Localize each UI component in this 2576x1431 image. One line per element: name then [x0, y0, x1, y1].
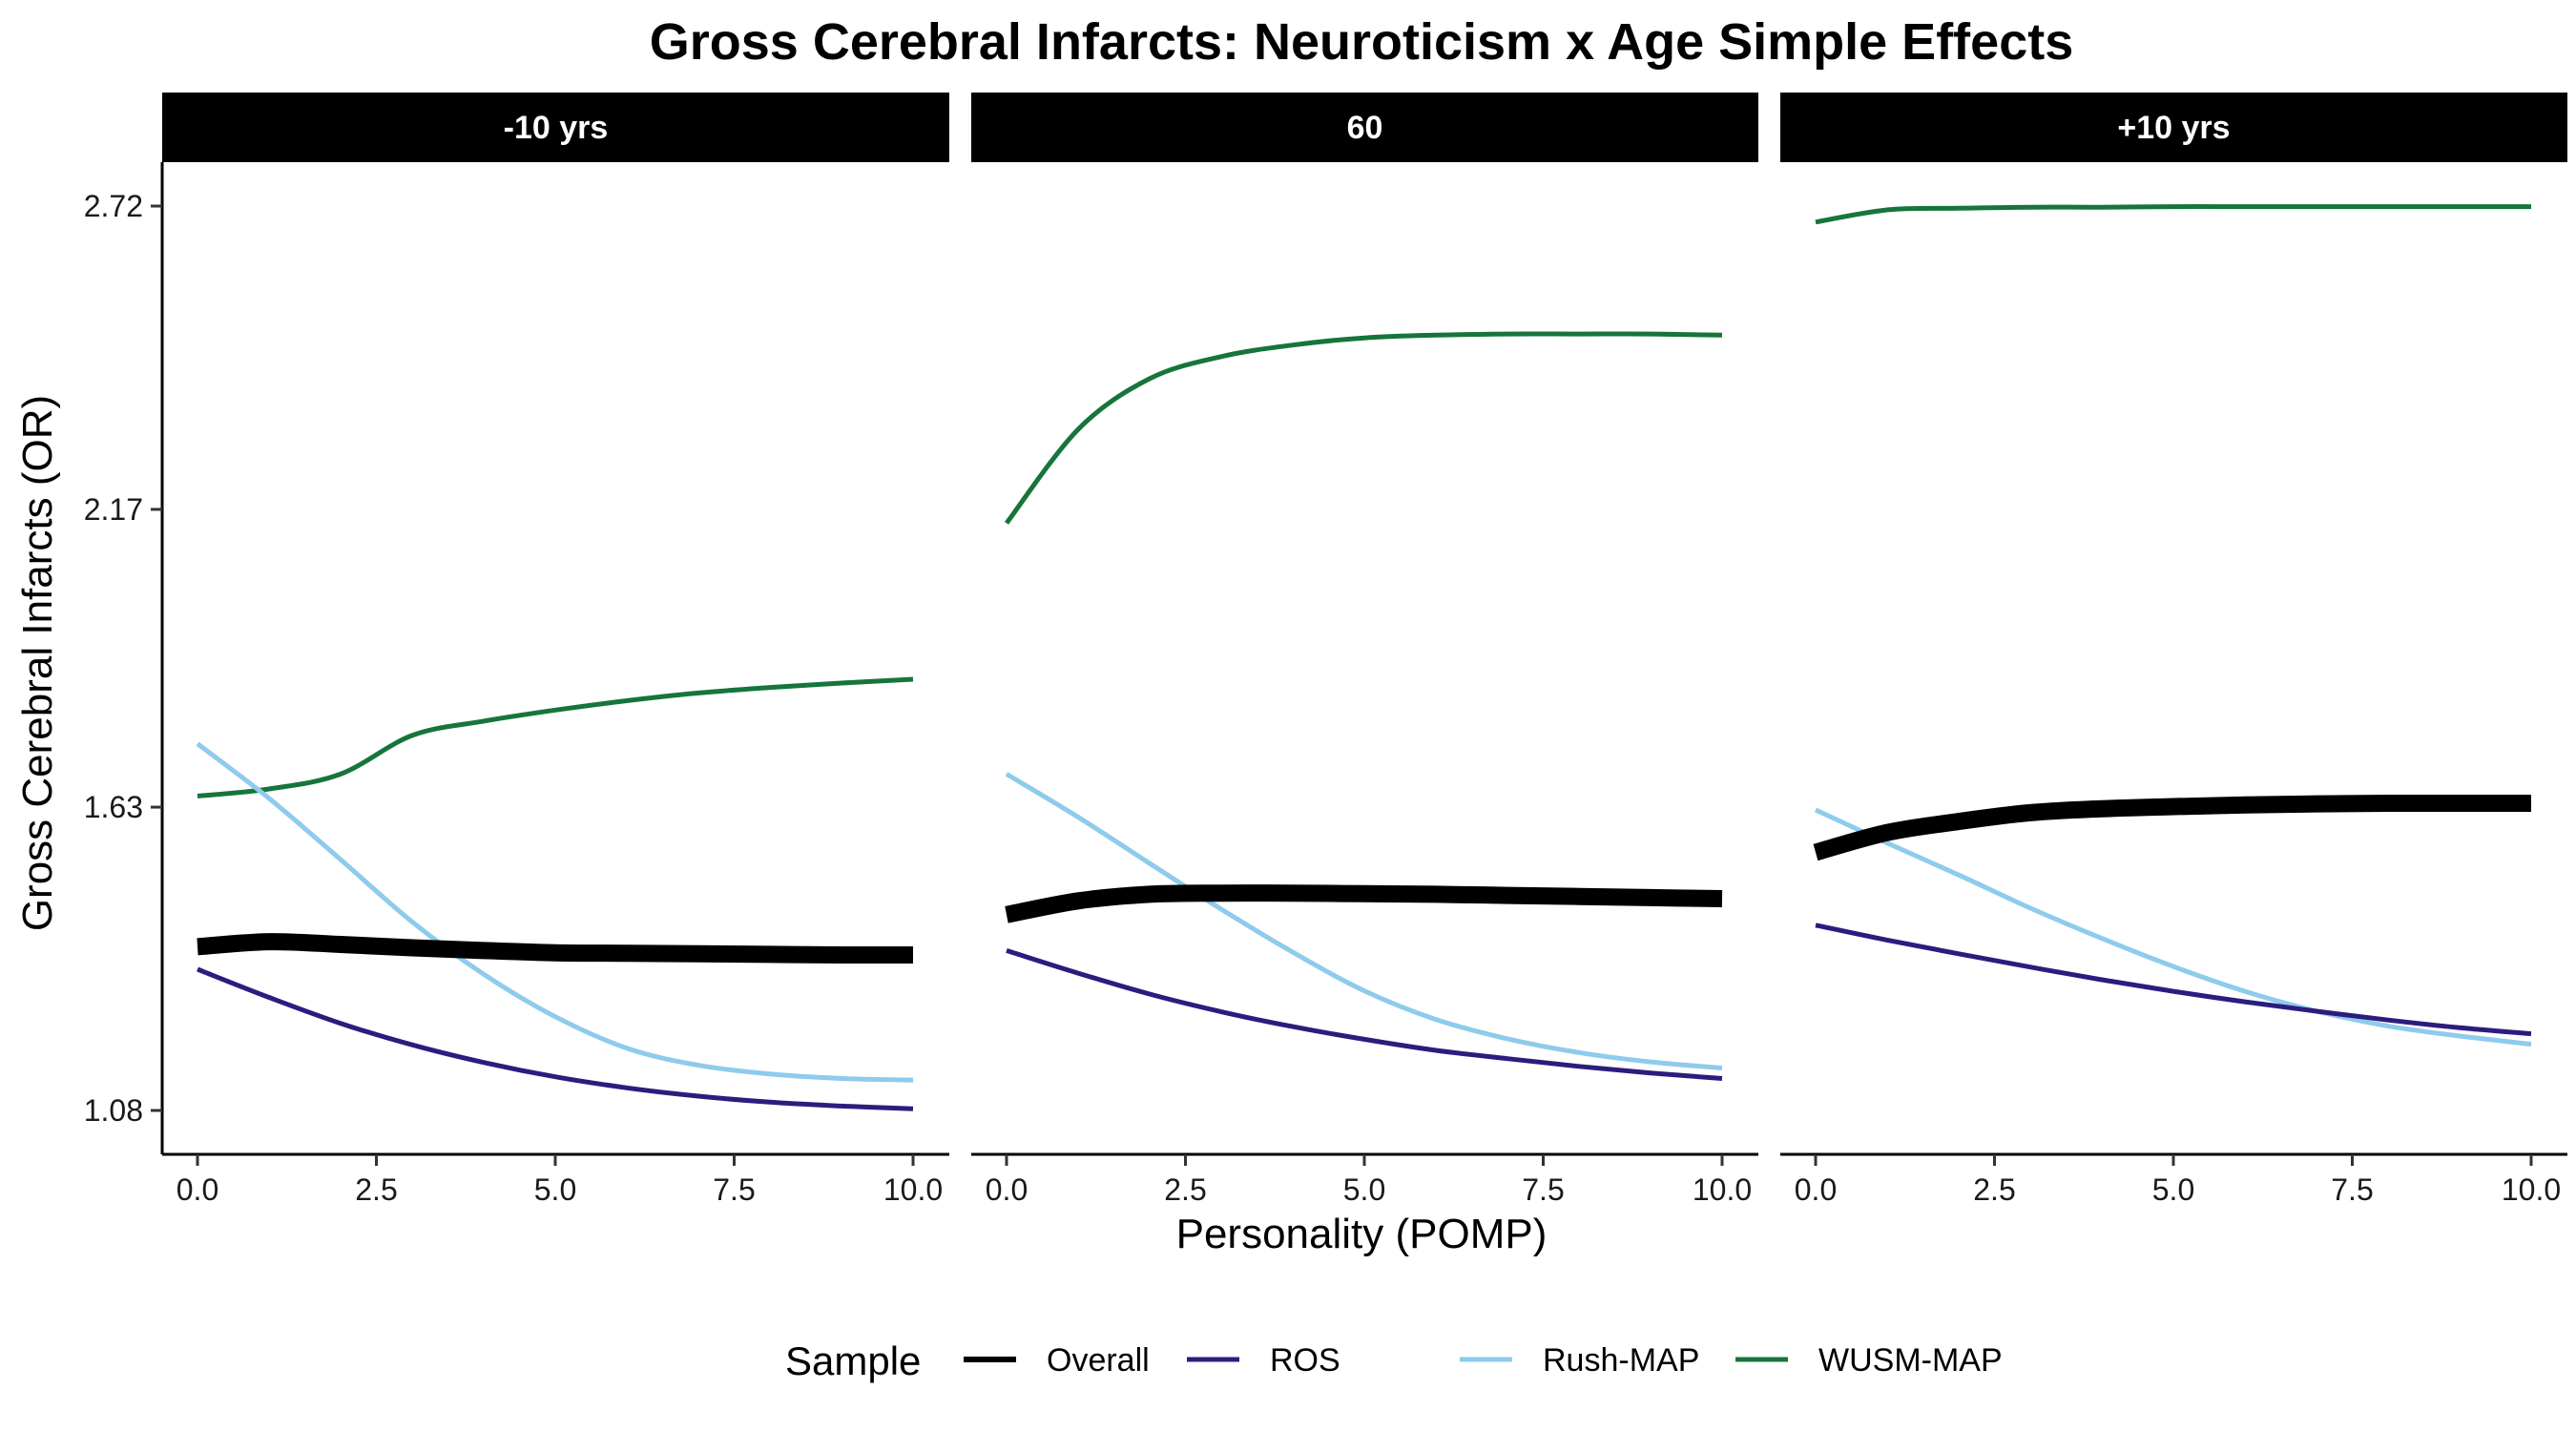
facet-strip	[971, 93, 1758, 162]
panel-3: +10 yrs 0.0 2.5 5.0 7.5 10.0	[1780, 93, 2567, 1207]
y-axis-title: Gross Cerebral Infarcts (OR)	[14, 395, 61, 931]
series-line-wusm-map	[1005, 331, 1723, 525]
x-tick-label: 5.0	[534, 1172, 576, 1207]
series-line-overall	[1005, 884, 1723, 923]
x-tick-label: 0.0	[177, 1172, 218, 1207]
x-tick-label: 5.0	[2152, 1172, 2194, 1207]
x-tick-label: 2.5	[1973, 1172, 2015, 1207]
facet-strip	[1780, 93, 2567, 162]
x-tick-label: 2.5	[355, 1172, 397, 1207]
series-line-ros	[1815, 923, 2532, 1037]
series-line-overall	[1813, 794, 2531, 861]
facet-strip	[162, 93, 949, 162]
series-line-wusm-map	[1815, 204, 2531, 225]
x-tick-label: 10.0	[883, 1172, 943, 1207]
x-axis-title: Personality (POMP)	[1176, 1211, 1548, 1257]
legend-label-ros: ROS	[1270, 1342, 1340, 1379]
panel-1: -10 yrs 1.08 1.63 2.17 2.72 0.0 2.5 5.0 7.5 10.0	[84, 93, 949, 1207]
x-tick-label: 0.0	[1795, 1172, 1837, 1207]
series-line-ros	[1006, 948, 1723, 1081]
y-tick-label: 1.08	[84, 1093, 143, 1128]
x-tick-label: 10.0	[1693, 1172, 1752, 1207]
legend-title: Sample	[785, 1338, 921, 1383]
y-tick-label: 2.17	[84, 492, 143, 527]
series-line-wusm-map	[197, 676, 914, 798]
y-tick-label: 2.72	[84, 189, 143, 223]
x-tick-label: 7.5	[713, 1172, 755, 1207]
facet-label: +10 yrs	[2117, 110, 2230, 146]
series-line-rush-map	[1814, 807, 2532, 1047]
series-line-rush-map	[196, 741, 914, 1083]
x-tick-label: 2.5	[1164, 1172, 1206, 1207]
chart-title: Gross Cerebral Infarcts: Neuroticism x A…	[650, 13, 2074, 71]
y-tick-label: 1.63	[84, 790, 143, 824]
x-tick-label: 0.0	[986, 1172, 1028, 1207]
x-tick-label: 10.0	[2502, 1172, 2561, 1207]
panel-2: 60 0.0 2.5 5.0 7.5 10.0	[971, 93, 1758, 1207]
legend-label-wusm-map: WUSM-MAP	[1818, 1342, 2003, 1379]
facet-label: 60	[1347, 110, 1383, 146]
series-line-rush-map	[1005, 772, 1723, 1070]
legend: Sample Overall ROS Rush-MAP WUSM-MAP	[785, 1338, 2003, 1383]
legend-label-overall: Overall	[1047, 1342, 1150, 1379]
x-tick-label: 7.5	[1522, 1172, 1564, 1207]
facet-label: -10 yrs	[504, 110, 609, 146]
x-tick-label: 7.5	[2331, 1172, 2373, 1207]
x-tick-label: 5.0	[1343, 1172, 1385, 1207]
legend-label-rush-map: Rush-MAP	[1543, 1342, 1699, 1379]
series-line-ros	[197, 966, 914, 1111]
series-line-overall	[197, 933, 914, 964]
